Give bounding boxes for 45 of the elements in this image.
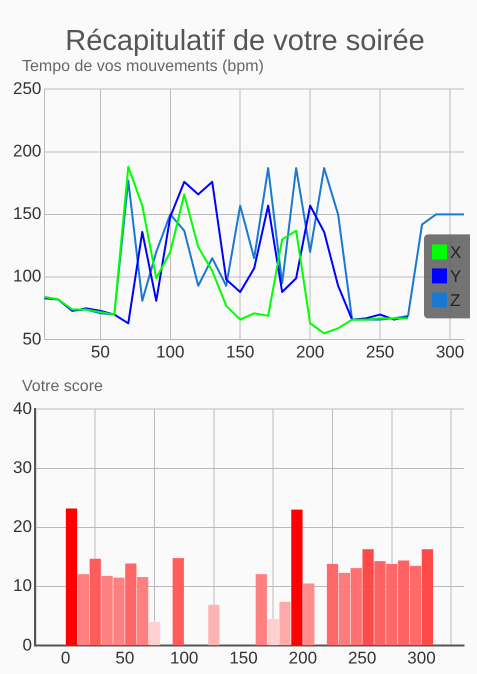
bar (208, 604, 220, 646)
x-tick-label: 200 (288, 648, 318, 668)
y-tick-label: 10 (12, 576, 32, 596)
x-tick-label: 250 (348, 648, 376, 668)
y-tick-label: 40 (12, 398, 32, 418)
bar (90, 558, 101, 646)
bar (172, 558, 184, 646)
x-tick-label: 300 (436, 342, 464, 362)
legend-label: X (450, 243, 462, 262)
y-tick-label: 0 (22, 635, 32, 654)
x-tick-label: 300 (407, 648, 436, 668)
x-tick-label: 150 (226, 342, 254, 362)
y-tick-label: 250 (12, 78, 42, 98)
bar (148, 622, 160, 646)
bar (125, 563, 136, 646)
x-tick-label: 50 (90, 342, 110, 362)
y-tick-label: 100 (12, 266, 42, 286)
y-tick-label: 200 (12, 141, 42, 160)
bar (78, 574, 89, 646)
y-tick-label: 150 (12, 204, 42, 224)
bar (66, 508, 78, 646)
bar (256, 574, 267, 646)
bar (279, 602, 291, 646)
chart-subtitle: Tempo de vos mouvements (bpm) (22, 58, 265, 76)
chart-title: Récapitulatif de votre soirée (64, 25, 426, 58)
legend-label: Z (450, 291, 460, 310)
bar (326, 564, 338, 646)
y-tick-label: 20 (12, 517, 32, 536)
x-tick-label: 200 (296, 342, 324, 362)
x-tick-label: 250 (366, 342, 394, 362)
x-tick-label: 100 (156, 342, 184, 362)
x-tick-label: 150 (229, 648, 258, 668)
chart-title: Votre score (22, 378, 104, 396)
x-tick-label: 0 (60, 648, 70, 668)
bar (137, 577, 148, 646)
bar (268, 619, 279, 646)
bar (422, 549, 434, 646)
bar (303, 584, 314, 646)
bar (291, 510, 303, 646)
x-tick-label: 100 (170, 648, 198, 668)
bar (362, 549, 374, 646)
x-tick-label: 50 (115, 648, 134, 668)
legend-label: Y (450, 267, 462, 286)
y-tick-label: 50 (22, 329, 42, 348)
y-tick-label: 30 (12, 458, 32, 477)
